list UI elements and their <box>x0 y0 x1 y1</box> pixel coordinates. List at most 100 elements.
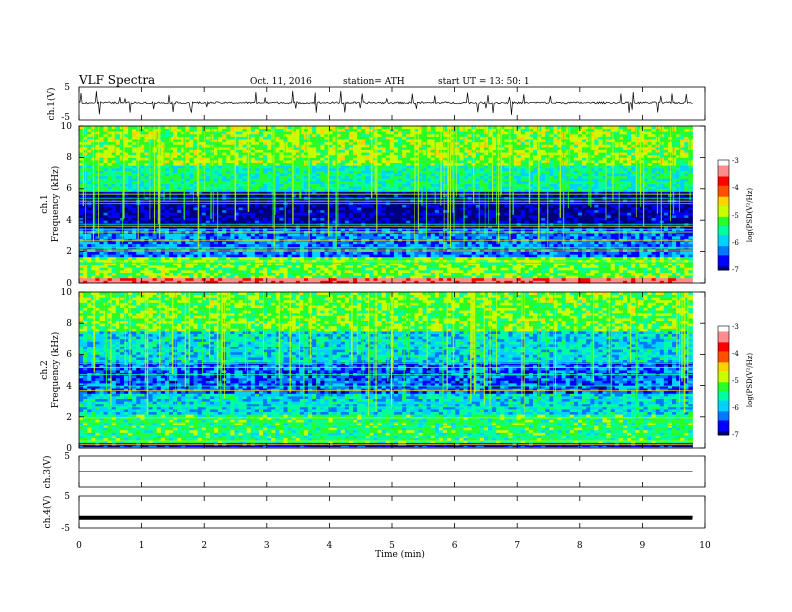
spectrogram-cell <box>410 280 415 284</box>
spectrogram-cell <box>279 212 284 216</box>
spectrogram-cell <box>643 220 648 224</box>
spectrogram-cell <box>643 256 648 260</box>
spectrogram-cell <box>569 233 575 237</box>
spectrogram-cell <box>651 272 657 276</box>
spectrogram-cell <box>451 264 456 268</box>
spectrogram-cell <box>340 204 346 208</box>
spectrogram-cell <box>553 277 558 281</box>
spectrogram-cell <box>643 217 648 221</box>
spectrogram-cell <box>295 212 301 216</box>
spectrogram-cell <box>250 217 256 221</box>
spectrogram-cell <box>381 272 387 276</box>
spectrogram-cell <box>631 212 636 216</box>
spectrogram-cell <box>132 251 137 255</box>
spectrogram-cell <box>246 235 252 239</box>
spectrogram-cell <box>234 241 239 245</box>
spectrogram-cell <box>406 267 411 271</box>
spectrogram-cell <box>541 209 546 213</box>
spectrogram-cell <box>91 251 96 255</box>
spectrogram-cell <box>590 264 595 268</box>
spectrogram-cell <box>164 209 170 213</box>
spectrogram-cell <box>602 275 607 279</box>
spectrogram-cell <box>271 241 276 245</box>
spectrogram-cell <box>430 251 436 255</box>
spectrogram-cell <box>242 235 248 239</box>
spectrogram-cell <box>140 251 145 255</box>
spectrogram-cell <box>385 204 391 208</box>
spectrogram-cell <box>688 248 693 252</box>
spectrogram-cell <box>471 251 477 255</box>
spectrogram-cell <box>651 225 657 229</box>
spectrogram-cell <box>275 225 280 229</box>
spectrogram-cell <box>128 267 133 271</box>
spectrogram-cell <box>627 204 632 208</box>
spectrogram-cell <box>553 214 558 218</box>
spectrogram-cell <box>434 269 440 273</box>
spectrogram-cell <box>254 254 260 258</box>
spectrogram-cell <box>267 217 272 221</box>
spectrogram-cell <box>107 275 113 279</box>
spectrogram-cell <box>573 254 579 258</box>
spectrogram-cell <box>103 254 109 258</box>
spectrogram-cell <box>369 235 374 239</box>
spectrogram-cell <box>618 235 624 239</box>
spectrogram-cell <box>443 269 448 273</box>
spectrogram-cell <box>451 233 456 237</box>
spectrogram-cell <box>377 256 383 260</box>
spectrogram-cell <box>369 214 374 218</box>
spectrogram-cell <box>115 280 121 284</box>
spectrogram-cell <box>672 209 677 213</box>
spectrogram-cell <box>463 254 468 258</box>
spectrogram-cell <box>422 217 428 221</box>
spectrogram-cell <box>267 243 272 247</box>
spectrogram-cell <box>602 209 607 213</box>
spectrogram-cell <box>594 204 599 208</box>
spectrogram-cell <box>586 254 591 258</box>
spectrogram-cell <box>385 277 391 281</box>
spectrogram-cell <box>271 256 276 260</box>
spectrogram-cell <box>463 275 468 279</box>
spectrogram-cell <box>520 280 526 284</box>
spectrogram-cell <box>111 275 117 279</box>
spectrogram-cell <box>389 225 395 229</box>
spectrogram-cell <box>160 277 166 281</box>
spectrogram-cell <box>631 235 636 239</box>
spectrogram-cell <box>586 235 591 239</box>
spectrogram-cell <box>549 256 554 260</box>
spectrogram-cell <box>213 251 219 255</box>
spectrogram-cell <box>197 269 203 273</box>
spectrogram-cell <box>250 209 256 213</box>
spectrogram-cell <box>647 254 652 258</box>
spectrogram-cell <box>173 233 178 237</box>
spectrogram-cell <box>537 277 542 281</box>
spectrogram-cell <box>230 209 235 213</box>
spectrogram-cell <box>500 272 505 276</box>
spectrogram-cell <box>455 256 460 260</box>
spectrogram-cell <box>688 272 693 276</box>
spectrogram-cell <box>430 209 436 213</box>
spectrogram-cell <box>647 272 652 276</box>
spectrogram-cell <box>582 280 587 284</box>
spectrogram-cell <box>684 235 689 239</box>
spectrogram-cell <box>99 212 104 216</box>
spectrogram-cell <box>128 235 133 239</box>
spectrogram-cell <box>185 269 190 273</box>
spectrogram-cell <box>471 233 477 237</box>
spectrogram-cell <box>618 264 624 268</box>
spectrogram-cell <box>275 248 280 252</box>
spectrogram-cell <box>254 233 260 237</box>
spectrogram-cell <box>553 264 558 268</box>
spectrogram-cell <box>541 241 546 245</box>
spectrogram-cell <box>430 248 436 252</box>
spectrogram-cell <box>193 277 199 281</box>
trace-line <box>79 90 693 115</box>
spectrogram-cell <box>402 269 407 273</box>
spectrogram-cell <box>639 243 644 247</box>
spectrogram-cell <box>258 277 264 281</box>
spectrogram-cell <box>606 269 612 273</box>
spectrogram-cell <box>83 264 88 268</box>
spectrogram-cell <box>250 235 256 239</box>
spectrogram-cell <box>295 280 301 284</box>
spectrogram-cell <box>635 235 640 239</box>
spectrogram-cell <box>324 225 329 229</box>
